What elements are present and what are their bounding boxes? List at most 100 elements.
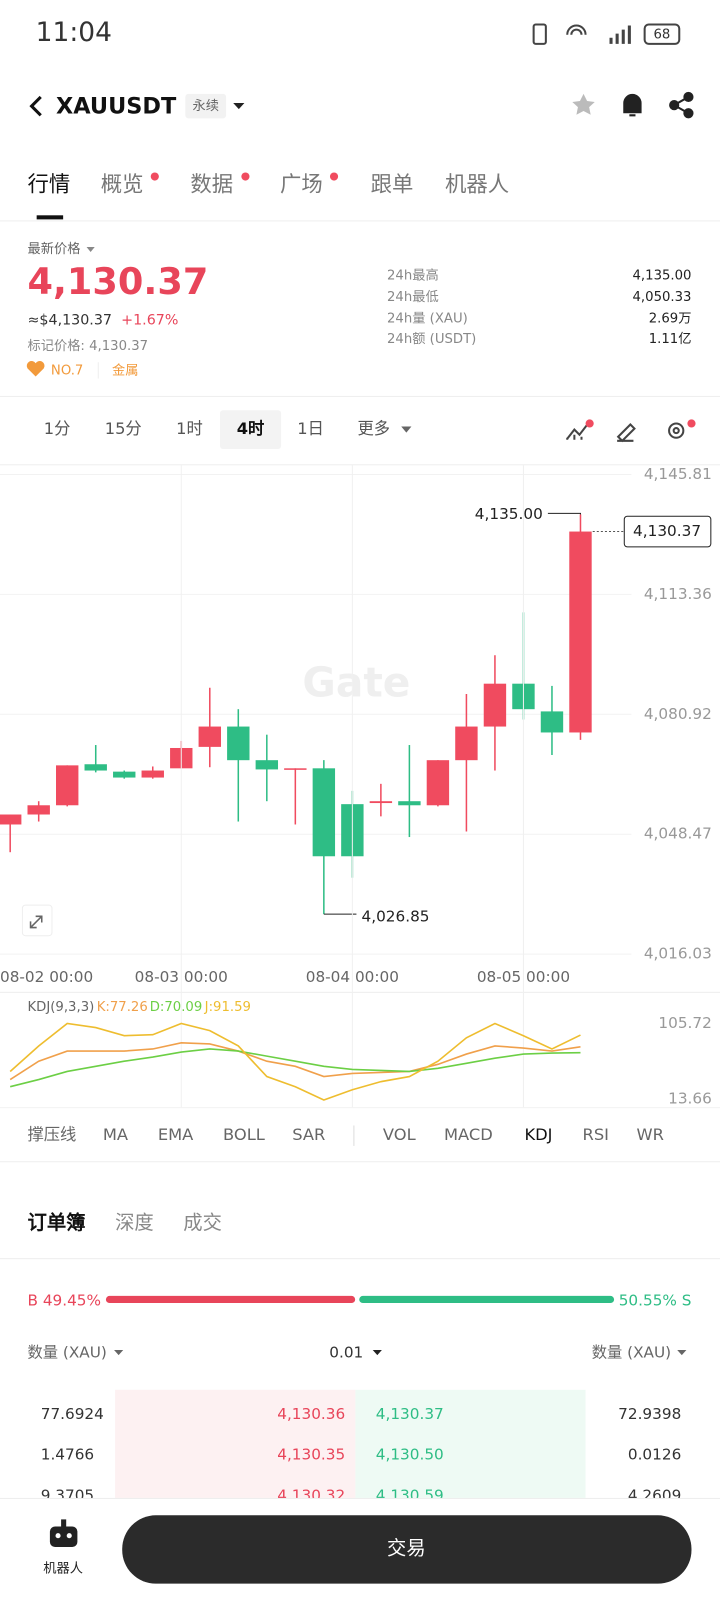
tab[interactable]: 行情 xyxy=(27,173,70,198)
orderbook-tab[interactable]: 深度 xyxy=(115,1211,154,1234)
clock: 11:04 xyxy=(36,17,112,48)
indicator-tab[interactable]: VOL xyxy=(383,1125,416,1144)
trade-label[interactable]: 交易 xyxy=(387,1536,426,1559)
indicator-tab[interactable]: MA xyxy=(103,1125,129,1144)
precision[interactable]: 0.01 xyxy=(329,1344,363,1362)
candle-body xyxy=(483,683,507,727)
indicator-tab[interactable]: EMA xyxy=(158,1125,194,1144)
interval[interactable]: 1时 xyxy=(176,419,203,438)
ask-price[interactable]: 4,130.37 xyxy=(376,1405,444,1423)
column-header[interactable]: 数量 (XAU) xyxy=(592,1344,671,1362)
y-tick-label: 4,048.47 xyxy=(644,825,712,843)
symbol-dropdown[interactable] xyxy=(233,103,245,110)
back-button[interactable] xyxy=(29,95,42,117)
ask-amount: 72.9398 xyxy=(618,1405,681,1423)
share-button[interactable] xyxy=(669,91,694,119)
tab[interactable]: 数据 xyxy=(190,173,233,198)
stat-value: 4,135.00 xyxy=(633,269,692,284)
interval[interactable]: 更多 xyxy=(357,419,390,438)
indicator-tab[interactable]: WR xyxy=(636,1125,663,1144)
divider xyxy=(0,991,720,993)
divider xyxy=(0,464,720,466)
divider xyxy=(0,395,720,397)
candle-body xyxy=(141,770,164,778)
divider xyxy=(353,1125,355,1146)
indicator-title: KDJ(9,3,3) xyxy=(27,1000,94,1015)
candle-body xyxy=(369,801,393,804)
chart-tools[interactable] xyxy=(566,422,685,443)
robot-icon[interactable] xyxy=(49,1519,78,1547)
dropdown[interactable] xyxy=(86,246,95,253)
y-tick-label: 13.66 xyxy=(668,1089,712,1107)
alert-button[interactable] xyxy=(623,93,642,117)
annotation-label: 4,135.00 xyxy=(475,505,543,523)
y-tick-label: 4,113.36 xyxy=(644,585,712,603)
orderbook-tab[interactable]: 成交 xyxy=(183,1211,222,1234)
legend-entry: K:77.26 xyxy=(97,1000,148,1015)
trade-button[interactable] xyxy=(122,1515,692,1584)
sell-bar xyxy=(359,1295,615,1304)
tab[interactable]: 广场 xyxy=(280,173,323,198)
dropdown xyxy=(401,426,412,433)
tab[interactable]: 机器人 xyxy=(445,173,509,198)
ask-price[interactable]: 4,130.50 xyxy=(376,1446,444,1464)
orderbook-tab[interactable]: 订单簿 xyxy=(27,1211,85,1234)
sector[interactable]: 金属 xyxy=(112,362,138,378)
indicator-tab[interactable]: 撑压线 xyxy=(27,1125,76,1144)
ask-depth-bg xyxy=(355,1389,586,1498)
interval[interactable]: 1日 xyxy=(297,419,324,438)
candle-body xyxy=(198,726,221,747)
interval[interactable]: 4时 xyxy=(237,419,265,438)
change: +1.67% xyxy=(121,312,178,328)
column-header[interactable]: 数量 (XAU) xyxy=(27,1344,106,1362)
divider xyxy=(0,1107,720,1109)
indicator-tab[interactable]: KDJ xyxy=(524,1125,552,1144)
divider xyxy=(0,1258,720,1260)
favorite-button[interactable] xyxy=(572,93,595,115)
price-chart: 4,016.03 4,048.47 4,080.92 4,113.36 4,145.81… xyxy=(0,465,712,986)
interval[interactable]: 1分 xyxy=(44,419,71,438)
candle-body xyxy=(569,531,592,733)
symbol[interactable]: XAUUSDT xyxy=(56,94,177,120)
candle-body xyxy=(27,805,50,815)
annotation-label: 4,026.85 xyxy=(362,908,430,926)
status-icons xyxy=(532,23,681,45)
x-tick-label: 08-02 00:00 xyxy=(0,968,93,986)
indicator-tab[interactable]: RSI xyxy=(583,1125,609,1144)
interval[interactable]: 15分 xyxy=(105,419,142,438)
bid-price[interactable]: 4,130.36 xyxy=(277,1405,345,1423)
last-price-label: 最新价格 xyxy=(27,241,80,257)
divider xyxy=(0,1161,720,1163)
indicator-tab[interactable]: MACD xyxy=(444,1125,493,1144)
tab-dots xyxy=(150,172,339,181)
tab[interactable]: 跟单 xyxy=(371,173,414,198)
ask-amount: 0.0126 xyxy=(628,1446,681,1464)
usd-price: ≈$4,130.37 xyxy=(27,312,111,328)
buy-ratio: B 49.45% xyxy=(27,1292,101,1310)
dropdown xyxy=(114,1350,124,1356)
bid-price[interactable]: 4,130.35 xyxy=(277,1446,345,1464)
candle-body xyxy=(426,760,450,806)
candle-body xyxy=(284,768,307,770)
robot-label[interactable]: 机器人 xyxy=(43,1560,83,1576)
rank-icon xyxy=(26,361,45,377)
candle-body xyxy=(398,801,421,806)
tab-underline xyxy=(36,215,64,220)
legend-entry: J:91.59 xyxy=(204,1000,251,1015)
candle-body xyxy=(0,814,22,825)
buy-bar xyxy=(105,1295,356,1304)
tab[interactable]: 概览 xyxy=(101,173,144,198)
stat-value: 1.11亿 xyxy=(649,331,692,347)
stat-label: 24h最低 xyxy=(387,289,439,305)
indicator-tab[interactable]: SAR xyxy=(292,1125,325,1144)
sell-ratio: 50.55% S xyxy=(619,1292,692,1310)
rank: NO.7 xyxy=(51,363,83,378)
battery-level: 68 xyxy=(654,28,671,43)
tool-dots xyxy=(585,419,696,428)
indicator-tab[interactable]: BOLL xyxy=(223,1125,265,1144)
divider xyxy=(97,362,99,379)
candle-body xyxy=(312,768,336,857)
